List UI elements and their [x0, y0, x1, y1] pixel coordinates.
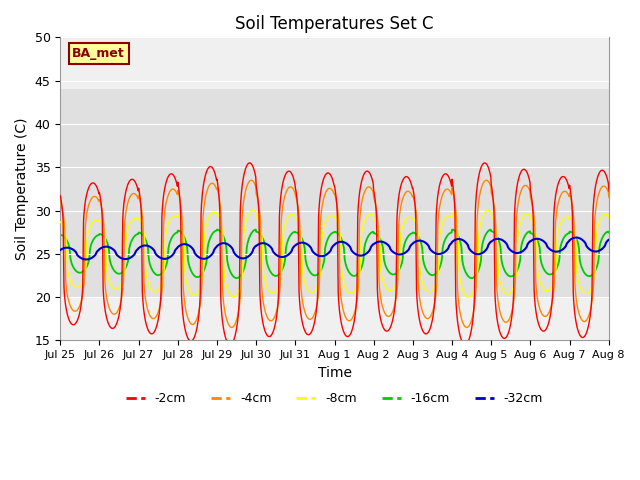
- Text: BA_met: BA_met: [72, 47, 125, 60]
- Bar: [60, 89, 609, 297]
- X-axis label: Time: Time: [317, 366, 351, 380]
- Legend: -2cm, -4cm, -8cm, -16cm, -32cm: -2cm, -4cm, -8cm, -16cm, -32cm: [121, 387, 548, 410]
- Y-axis label: Soil Temperature (C): Soil Temperature (C): [15, 118, 29, 260]
- Title: Soil Temperatures Set C: Soil Temperatures Set C: [236, 15, 434, 33]
